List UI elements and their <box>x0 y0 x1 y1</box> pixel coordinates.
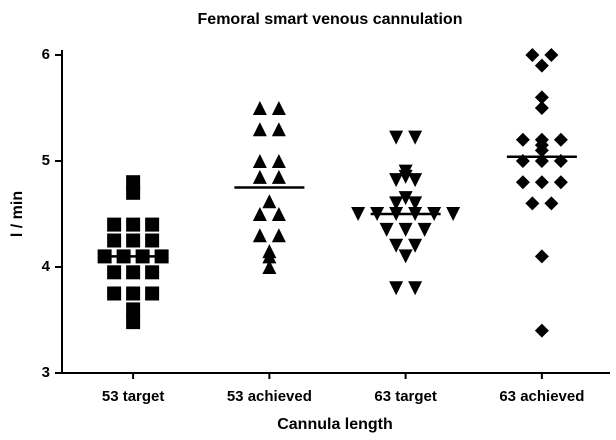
point <box>252 122 267 137</box>
point <box>126 185 141 200</box>
point <box>379 222 394 237</box>
point <box>534 101 549 115</box>
point <box>553 175 568 190</box>
point <box>107 286 122 301</box>
point <box>252 154 267 168</box>
point <box>107 265 122 280</box>
point <box>126 175 141 190</box>
point <box>262 194 277 209</box>
point <box>126 265 141 280</box>
point <box>525 48 540 62</box>
point <box>534 90 549 105</box>
point <box>145 286 160 301</box>
point <box>525 196 540 211</box>
point <box>398 191 413 206</box>
point <box>126 315 141 330</box>
point <box>271 122 286 137</box>
point <box>126 217 141 232</box>
point <box>252 228 267 243</box>
x-tick-label: 53 target <box>102 388 165 405</box>
point <box>389 196 404 211</box>
point <box>389 173 404 188</box>
point <box>107 233 122 248</box>
point <box>271 101 286 115</box>
point <box>515 132 530 147</box>
x-tick-label: 63 target <box>374 388 437 405</box>
point <box>252 101 267 115</box>
point <box>544 196 559 211</box>
point <box>389 238 404 253</box>
point <box>252 207 267 221</box>
point <box>271 228 286 243</box>
x-tick-label: 63 achieved <box>499 388 584 405</box>
chart-title: Femoral smart venous cannulation <box>198 11 463 28</box>
point <box>107 217 122 232</box>
point <box>252 169 267 184</box>
point <box>262 249 277 264</box>
x-tick-label: 53 achieved <box>227 388 312 405</box>
y-tick-label: 4 <box>42 258 51 275</box>
point <box>408 173 423 188</box>
point <box>126 286 141 301</box>
point <box>534 249 549 264</box>
point <box>145 233 160 248</box>
point <box>534 143 549 158</box>
point <box>351 207 366 221</box>
point <box>553 132 568 147</box>
y-tick-label: 3 <box>42 364 50 381</box>
point <box>408 130 423 145</box>
point <box>271 169 286 184</box>
point <box>515 175 530 190</box>
y-tick-label: 6 <box>42 46 50 63</box>
point <box>262 260 277 274</box>
point <box>389 130 404 145</box>
point <box>544 48 559 62</box>
point <box>271 154 286 168</box>
point <box>126 233 141 248</box>
point <box>408 281 423 296</box>
point <box>408 238 423 253</box>
point <box>534 323 549 338</box>
point <box>398 222 413 237</box>
x-axis-label: Cannula length <box>277 416 393 433</box>
point <box>389 281 404 296</box>
point <box>534 175 549 190</box>
point <box>271 207 286 221</box>
point <box>534 58 549 73</box>
point <box>398 249 413 264</box>
point <box>446 207 461 221</box>
point <box>408 196 423 211</box>
y-tick-label: 5 <box>42 152 50 169</box>
point <box>145 217 160 232</box>
point <box>145 265 160 280</box>
y-axis-label: l / min <box>9 191 26 237</box>
point <box>417 222 432 237</box>
point <box>126 302 141 317</box>
